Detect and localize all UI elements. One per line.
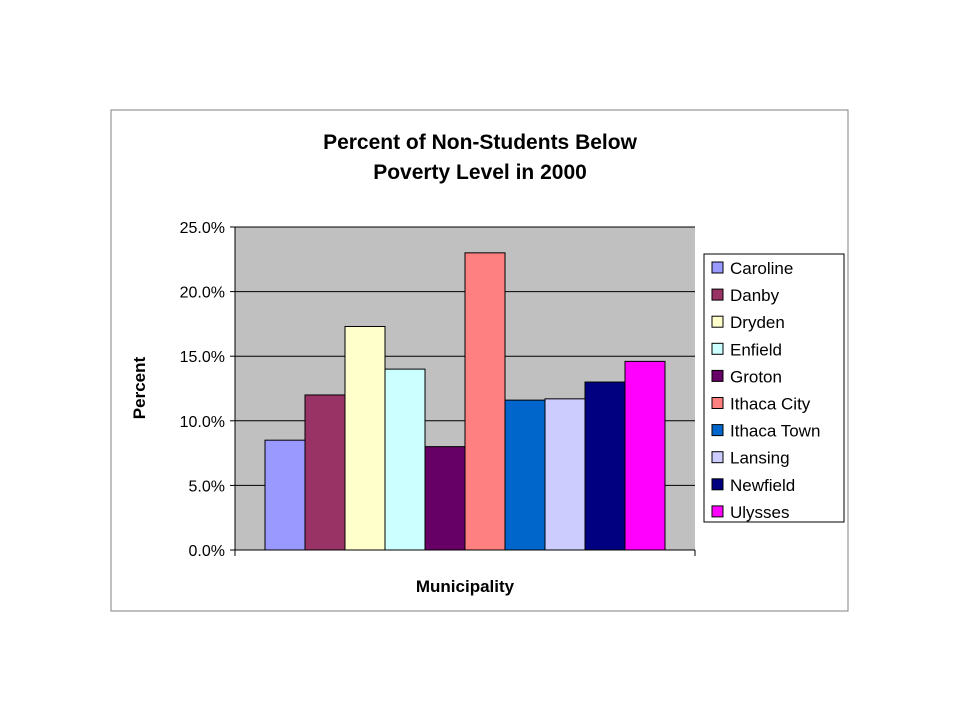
legend-swatch <box>711 397 724 409</box>
legend-label: Lansing <box>730 449 790 468</box>
legend-swatch <box>711 288 724 301</box>
y-tick-label: 25.0% <box>180 220 225 237</box>
legend: Caroline Danby Dryden Enfield Groton Ithaca C… <box>711 259 820 522</box>
legend-swatch <box>711 451 724 464</box>
legend-swatch <box>711 315 724 328</box>
bar-groton <box>424 446 466 551</box>
legend-label: Ulysses <box>730 503 790 522</box>
y-tick-label: 15.0% <box>180 349 225 366</box>
y-tick-label: 5.0% <box>189 478 225 495</box>
chart-title-line-1: Percent of Non-Students Below <box>323 131 638 154</box>
legend-box <box>703 253 845 523</box>
bar-danby <box>304 394 346 551</box>
x-axis-label: Municipality <box>416 577 515 596</box>
legend-label: Ithaca City <box>730 395 811 414</box>
legend-swatch <box>711 505 724 518</box>
bar-ithaca-city <box>464 252 506 551</box>
legend-label: Groton <box>730 367 782 386</box>
legend-label: Newfield <box>730 476 795 495</box>
legend-swatch <box>711 369 724 382</box>
bar-caroline <box>264 439 306 551</box>
bar-lansing <box>544 398 586 551</box>
y-tick-label: 20.0% <box>180 285 225 302</box>
bar-dryden <box>344 325 386 551</box>
bar-enfield <box>384 368 426 551</box>
legend-label: Caroline <box>730 259 793 278</box>
legend-label: Enfield <box>730 340 782 359</box>
y-axis-label: Percent <box>130 356 149 419</box>
y-tick-labels: 0.0% 5.0% 10.0% 15.0% 20.0% 25.0% <box>180 220 225 560</box>
chart-title-line-2: Poverty Level in 2000 <box>373 161 587 184</box>
y-tick-label: 10.0% <box>180 414 225 431</box>
axes <box>230 226 696 556</box>
bar-ulysses <box>624 360 666 551</box>
legend-label: Ithaca Town <box>730 422 820 441</box>
legend-swatch <box>711 342 724 355</box>
legend-swatch <box>711 261 724 274</box>
legend-label: Dryden <box>730 313 785 332</box>
bar-newfield <box>584 381 626 551</box>
legend-swatch <box>711 478 724 491</box>
legend-label: Danby <box>730 286 780 305</box>
y-tick-label: 0.0% <box>189 543 225 560</box>
bars <box>264 252 666 551</box>
bar-ithaca-town <box>504 399 546 551</box>
legend-swatch <box>711 424 724 437</box>
